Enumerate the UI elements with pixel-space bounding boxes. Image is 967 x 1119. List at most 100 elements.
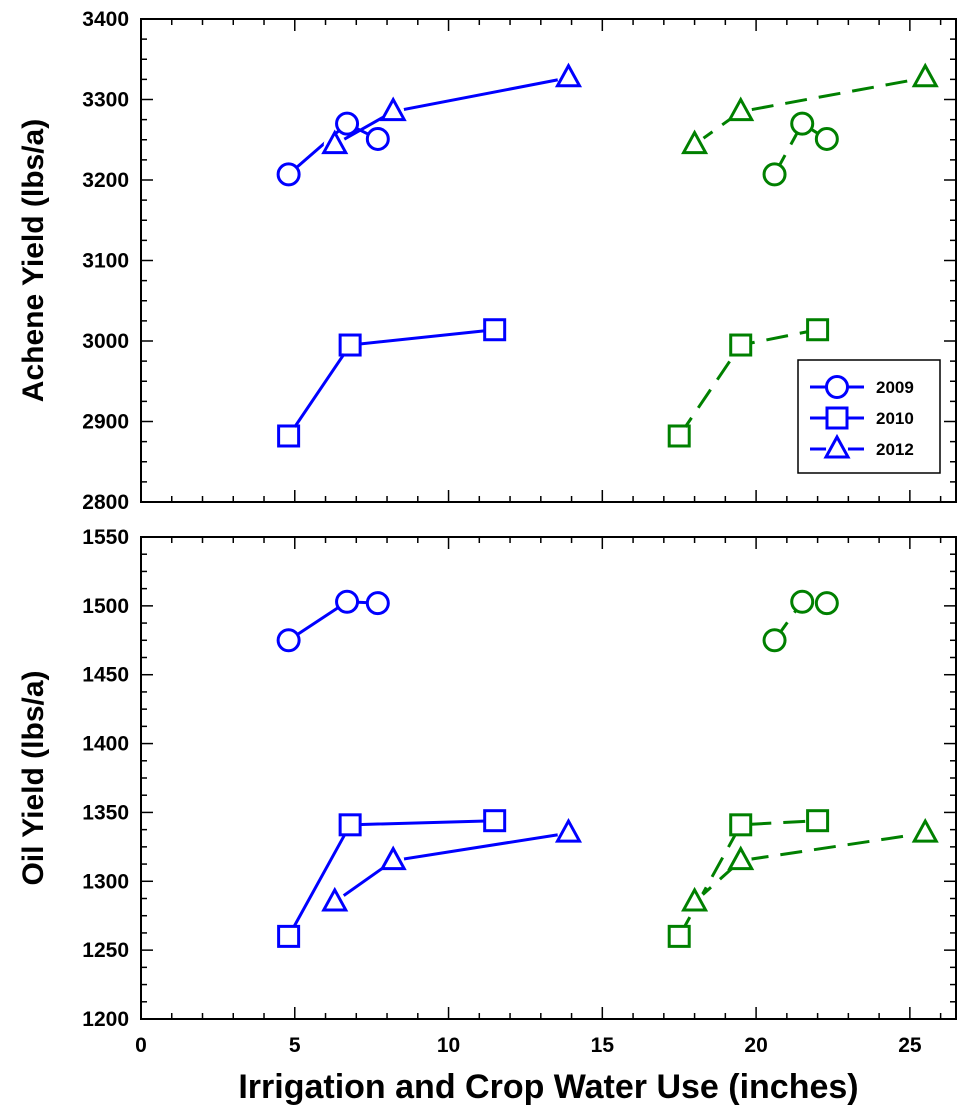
series-line [287,819,495,938]
data-point [335,589,360,614]
x-tick-label: 10 [437,1034,460,1057]
series-2012-crop-water-use [681,62,939,156]
data-point [667,424,691,448]
legend-marker [823,433,851,459]
data-point [762,628,787,653]
y-tick-label: 1500 [82,595,129,618]
data-point [379,96,407,122]
marker-knockout [668,925,691,948]
marker-knockout [336,112,359,135]
legend-item-2010: 2010 [810,406,914,430]
data-point [729,813,753,837]
marker-knockout [815,127,838,150]
marker-knockout [557,822,580,845]
marker-knockout [382,849,405,872]
data-point [338,333,362,357]
marker-knockout [791,590,814,613]
legend-label: 2010 [876,409,914,428]
data-point [806,809,830,833]
series-2009-irrigation [276,111,390,187]
marker-knockout [729,100,752,123]
y-tick-label: 3100 [82,250,129,273]
marker-knockout [914,822,937,845]
x-axis-title: Irrigation and Crop Water Use (inches) [238,1068,858,1106]
legend-label: 2009 [876,378,914,397]
marker-knockout [806,318,829,341]
marker-knockout [277,629,300,652]
series-line [677,819,818,938]
series-2012-crop-water-use [681,817,939,913]
marker-knockout [683,890,706,913]
marker-knockout [366,592,389,615]
data-point [277,924,301,948]
marker-knockout [323,890,346,913]
y-tick-label: 1300 [82,870,129,893]
marker-knockout [914,66,937,89]
marker-knockout [366,127,389,150]
y-tick-label: 3200 [82,169,129,192]
data-point [667,924,691,948]
marker-knockout [336,590,359,613]
data-point [483,318,507,342]
chart-panel-top: 2800 2900 3000 3100 3200 3300 3400 Achene Yield… [17,8,957,514]
marker-knockout [557,66,580,89]
legend: 2009 2010 2012 [797,359,941,474]
data-point [335,111,360,136]
chart-panel-bottom: 0 5 10 15 20 25 1200 1250 1300 1350 1400 1450 1500 15… [17,526,957,1106]
y-tick-label: 2800 [82,491,129,514]
series-line [287,600,378,642]
x-tick-label: 20 [744,1034,767,1057]
marker-knockout [323,133,346,156]
data-point [681,129,709,155]
marker-knockout [791,112,814,135]
series-line [287,328,495,437]
legend-item-2009: 2009 [810,375,914,399]
data-point [806,318,830,342]
y-tick-label: 1200 [82,1008,129,1031]
y-tick-label: 3000 [82,330,129,353]
series-2010-irrigation [277,318,507,448]
y-tick-label: 2900 [82,411,129,434]
data-point [911,817,939,843]
y-tick-label: 1450 [82,664,129,687]
marker-knockout [277,424,300,447]
x-tick-label: 25 [898,1034,922,1057]
data-point [814,126,839,151]
marker-knockout [339,334,362,357]
legend-label: 2012 [876,440,914,459]
data-point [379,845,407,871]
marker-knockout [729,849,752,872]
data-point [276,628,301,653]
marker-knockout [763,629,786,652]
legend-item-2012: 2012 [810,433,914,460]
marker-knockout [277,163,300,186]
marker-knockout [339,813,362,836]
y-tick-label: 3400 [82,8,129,31]
marker-knockout [483,809,506,832]
marker-knockout [483,318,506,341]
series-2010-crop-water-use [667,318,830,448]
marker-knockout [826,376,848,398]
series-line [693,76,926,146]
marker-knockout [826,407,848,429]
legend-marker [825,406,849,430]
y-axis-title: Achene Yield (lbs/a) [17,119,50,402]
data-point [483,809,507,833]
series-2009-irrigation [276,589,390,653]
data-point [321,886,349,912]
series-2010-crop-water-use [667,809,830,948]
marker-knockout [683,133,706,156]
data-point [365,126,390,151]
y-axis-title: Oil Yield (lbs/a) [17,670,50,885]
series-2012-irrigation [321,62,583,156]
data-point [338,813,362,837]
data-point [729,333,753,357]
data-point [276,162,301,187]
data-point [790,111,815,136]
data-point [554,817,583,843]
marker-knockout [826,438,848,460]
data-point [762,162,787,187]
series-2012-irrigation [321,817,583,913]
series-2009-crop-water-use [762,111,839,187]
data-point [727,845,755,871]
